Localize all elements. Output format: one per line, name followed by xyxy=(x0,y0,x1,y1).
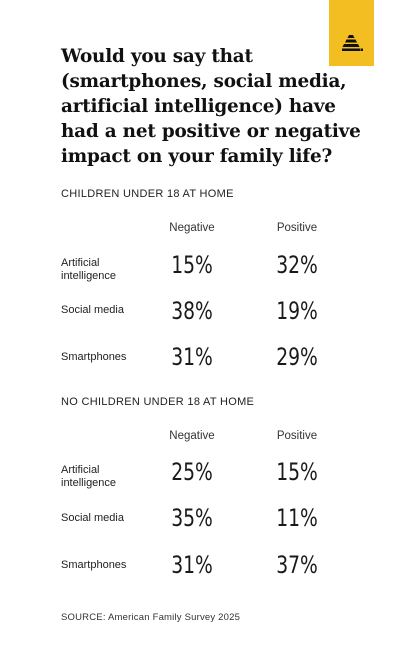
row-label: Smartphones xyxy=(61,559,127,571)
beehive-icon xyxy=(342,35,363,51)
row-label: Social media xyxy=(61,304,124,316)
column-header-negative: Negative xyxy=(169,430,215,442)
column-header-positive: Positive xyxy=(276,430,318,442)
value-positive: 11% xyxy=(276,504,318,532)
value-negative: 38% xyxy=(171,297,213,325)
value-positive: 37% xyxy=(276,551,318,579)
value-positive: 32% xyxy=(276,251,318,279)
value-positive: 15% xyxy=(276,458,318,486)
row-label: Artificial intelligence xyxy=(61,257,117,282)
value-negative: 25% xyxy=(171,458,213,486)
source-note: SOURCE: American Family Survey 2025 xyxy=(61,612,241,623)
column-header-positive: Positive xyxy=(276,222,318,234)
row-label: Social media xyxy=(61,512,124,524)
row-label: Artificial intelligence xyxy=(61,464,117,489)
logo-tab xyxy=(329,0,374,66)
value-negative: 31% xyxy=(171,551,213,579)
row-label: Smartphones xyxy=(61,351,127,363)
value-negative: 15% xyxy=(171,251,213,279)
section-title-children: CHILDREN UNDER 18 AT HOME xyxy=(61,188,234,200)
value-negative: 35% xyxy=(171,504,213,532)
chart-title: Would you say that (smartphones, social … xyxy=(61,46,361,167)
value-positive: 29% xyxy=(276,343,318,371)
value-positive: 19% xyxy=(276,297,318,325)
section-title-no-children: NO CHILDREN UNDER 18 AT HOME xyxy=(61,396,255,408)
value-negative: 31% xyxy=(171,343,213,371)
column-header-negative: Negative xyxy=(169,222,215,234)
